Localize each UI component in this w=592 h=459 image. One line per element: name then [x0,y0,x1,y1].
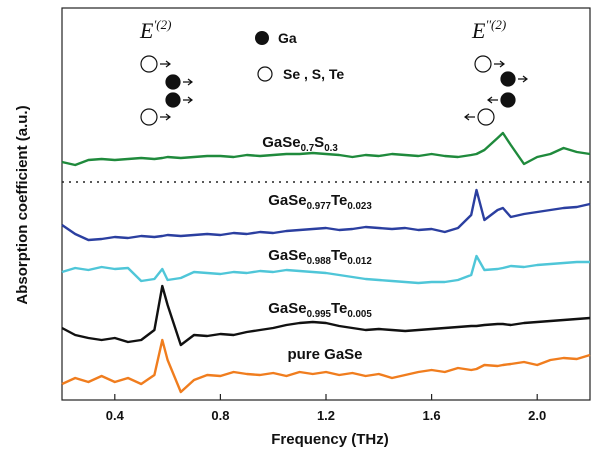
x-tick-label: 1.2 [317,408,335,423]
legend-label: Se , S, Te [283,66,344,82]
diagram-left [140,55,193,126]
annotation: E'(2) [139,17,171,43]
series-label: GaSe0.988Te0.012 [268,247,372,267]
legend-marker [255,31,269,45]
series-line [61,338,591,394]
y-axis-title: Absorption coefficient (a.u.) [14,105,31,304]
series-label: GaSe0.7S0.3 [262,134,338,154]
series-line [61,188,591,242]
series-line [61,284,591,347]
annotation: E''(2) [471,17,506,43]
x-tick-label: 0.4 [106,408,125,423]
series-label: GaSe0.995Te0.005 [268,300,372,320]
x-axis-title: Frequency (THz) [271,431,389,448]
x-tick-label: 0.8 [211,408,229,423]
series-label: GaSe0.977Te0.023 [268,192,372,212]
series-line [61,254,590,285]
series-label: pure GaSe [287,346,362,363]
x-tick-label: 2.0 [528,408,546,423]
series-line [61,131,591,167]
legend-marker [257,66,273,82]
legend-label: Ga [278,30,297,46]
diagram-right [464,55,528,126]
x-tick-label: 1.6 [423,408,441,423]
